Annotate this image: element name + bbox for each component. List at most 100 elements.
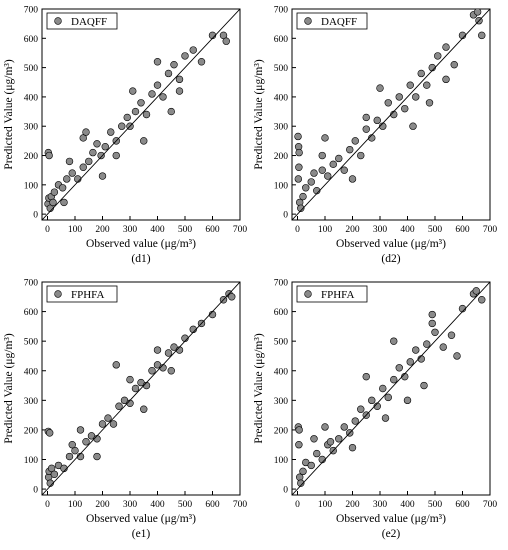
data-point: [222, 37, 230, 45]
data-point: [423, 340, 431, 348]
x-tick-label: 100: [68, 225, 83, 235]
y-tick-label: 300: [24, 123, 39, 133]
data-point: [68, 169, 76, 177]
legend: FPHFA: [46, 285, 118, 303]
data-point: [450, 60, 458, 69]
legend-box: [296, 285, 368, 303]
panel-label: (e2): [382, 528, 401, 540]
x-tick-label: 700: [233, 225, 248, 235]
data-point: [376, 84, 384, 92]
data-point: [153, 346, 162, 354]
x-tick-label: 300: [123, 225, 138, 235]
data-point: [351, 417, 359, 425]
data-point: [294, 132, 302, 141]
scatter-panel-e1: 0 100 200 300 400 500 600 700 0 100 200 300 400 500 60…: [3, 279, 247, 541]
data-point: [189, 46, 197, 54]
data-point: [294, 175, 303, 183]
data-point: [89, 148, 97, 157]
data-point: [137, 99, 145, 107]
data-point: [50, 188, 59, 196]
data-point: [295, 163, 303, 171]
data-point: [478, 296, 486, 304]
y-tick-label: 100: [274, 181, 289, 191]
data-point: [412, 93, 420, 101]
data-point: [321, 423, 329, 431]
legend-label: FPHFA: [321, 289, 354, 301]
data-point: [326, 438, 335, 446]
data-point: [82, 128, 90, 136]
x-tick-label: 600: [455, 500, 470, 510]
data-point: [164, 349, 173, 357]
data-point: [68, 441, 76, 449]
data-point: [420, 381, 428, 390]
data-point: [167, 367, 175, 375]
panel-label: (e1): [132, 528, 151, 540]
plot-frame: [41, 8, 241, 221]
x-tick-label: 100: [318, 500, 333, 510]
x-tick-label: 100: [318, 225, 333, 235]
data-point: [401, 104, 409, 113]
y-tick-label: 0: [33, 211, 38, 221]
data-point: [58, 184, 67, 192]
data-point: [442, 75, 450, 84]
data-point: [295, 441, 303, 449]
data-point: [142, 110, 151, 119]
data-point: [362, 125, 370, 133]
panel-label: (d2): [381, 253, 400, 265]
y-tick-label: 0: [283, 486, 288, 496]
legend-box: [46, 285, 118, 303]
y-axis-label: Predicted Value (μg/m³): [253, 59, 265, 169]
scatter-panel-d1: 0 100 200 300 400 500 600 700 0 100 200 300 400 500 60…: [3, 6, 247, 266]
legend-box: [46, 12, 118, 30]
data-point: [346, 145, 354, 154]
scatter-panel-e2: 0 100 200 300 400 500 600 700 0 100 200 300 400 500 60…: [253, 279, 497, 541]
data-point: [197, 58, 206, 66]
data-point: [49, 198, 57, 207]
reference-line: [292, 282, 490, 495]
x-tick-label: 500: [428, 225, 443, 235]
data-point: [412, 346, 420, 354]
y-tick-label: 200: [274, 152, 289, 162]
data-point: [307, 178, 315, 186]
data-point: [148, 367, 156, 375]
y-axis-label: Predicted Value (μg/m³): [3, 59, 15, 169]
data-point: [164, 69, 173, 78]
y-tick-label: 400: [24, 93, 39, 103]
x-tick-label: 600: [455, 225, 470, 235]
data-point: [423, 81, 431, 89]
legend-marker: [54, 290, 62, 298]
data-point: [85, 157, 93, 166]
data-point: [321, 134, 329, 142]
reference-line: [292, 9, 490, 220]
data-point: [395, 93, 403, 101]
y-tick-label: 100: [274, 456, 289, 466]
x-tick-label: 300: [373, 225, 388, 235]
y-tick-label: 200: [24, 152, 39, 162]
data-point: [65, 157, 74, 166]
x-tick-label: 300: [123, 500, 138, 510]
data-point: [453, 352, 461, 360]
data-point: [98, 172, 107, 180]
legend: DAQFF: [46, 12, 118, 30]
data-point: [131, 384, 140, 393]
data-point: [76, 426, 85, 434]
plot-frame: [291, 8, 491, 221]
data-point: [148, 90, 156, 98]
data-point: [310, 435, 318, 443]
y-tick-label: 400: [274, 93, 289, 103]
y-tick-label: 600: [24, 35, 39, 45]
legend-marker: [54, 17, 62, 25]
y-tick-label: 700: [274, 279, 289, 289]
data-point: [434, 52, 442, 60]
data-point: [140, 405, 148, 413]
data-point: [299, 192, 307, 201]
panel-label: (d1): [131, 253, 150, 265]
data-point: [473, 9, 482, 16]
data-point: [340, 166, 348, 174]
x-tick-label: 700: [483, 500, 498, 510]
data-point: [329, 160, 337, 169]
x-tick-label: 0: [295, 225, 300, 235]
x-tick-label: 200: [345, 225, 360, 235]
y-tick-label: 200: [24, 426, 39, 436]
